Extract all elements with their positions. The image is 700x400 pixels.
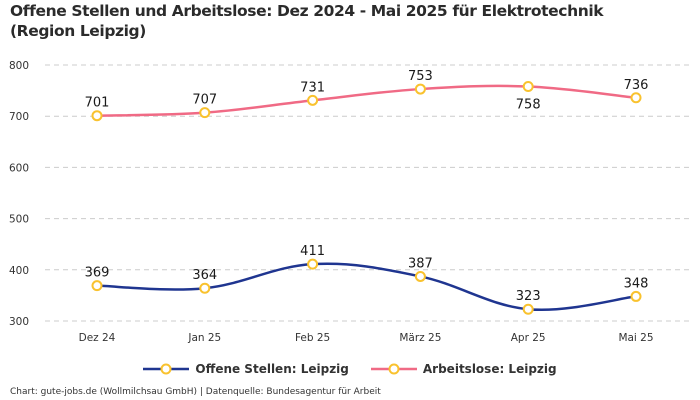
series-lines	[96, 84, 637, 312]
grid-lines	[45, 64, 692, 322]
y-tick-label: 600	[9, 162, 29, 174]
data-label: 753	[408, 69, 433, 84]
legend-item-arbeitslose[interactable]: Arbeitslose: Leipzig	[370, 362, 557, 376]
x-axis-ticks: Dez 24 Jan 25 Feb 25 März 25 Apr 25 Mai 25	[79, 332, 654, 344]
data-point-marker	[414, 83, 426, 95]
data-point-marker	[199, 282, 211, 294]
data-point-marker	[414, 270, 426, 282]
data-label: 323	[516, 289, 541, 304]
series-markers	[91, 81, 642, 315]
chart-title: Offene Stellen und Arbeitslose: Dez 2024…	[10, 2, 604, 40]
data-point-marker	[199, 107, 211, 119]
series-line	[96, 262, 637, 312]
source-footer: Chart: gute-jobs.de (Wollmilchsau GmbH) …	[10, 387, 381, 397]
legend-line-marker-icon	[143, 363, 190, 375]
data-point-marker	[522, 81, 534, 93]
data-label: 369	[85, 266, 110, 281]
data-label: 731	[300, 80, 325, 95]
x-tick-label: März 25	[399, 332, 441, 344]
data-label: 736	[624, 78, 649, 93]
y-tick-label: 500	[9, 214, 29, 226]
data-point-marker	[522, 303, 534, 315]
data-point-marker	[307, 258, 319, 270]
y-tick-label: 300	[9, 316, 29, 328]
y-axis-ticks: 300 400 500 600 700 800	[9, 60, 29, 328]
data-labels: 369 364 411 387 323 348 701 707 731 753 758 736	[85, 69, 649, 304]
data-point-marker	[91, 280, 103, 292]
x-tick-label: Jan 25	[187, 332, 221, 344]
data-label: 707	[192, 93, 217, 108]
legend-item-offene-stellen[interactable]: Offene Stellen: Leipzig	[143, 362, 349, 376]
x-tick-label: Dez 24	[79, 332, 116, 344]
y-tick-label: 400	[9, 265, 29, 277]
data-point-marker	[630, 92, 642, 104]
data-point-marker	[307, 94, 319, 106]
series-line	[96, 84, 637, 117]
y-tick-label: 800	[9, 60, 29, 72]
x-tick-label: Mai 25	[618, 332, 653, 344]
data-label: 758	[516, 98, 541, 113]
y-tick-label: 700	[9, 111, 29, 123]
legend: Offene Stellen: Leipzig Arbeitslose: Lei…	[0, 362, 700, 376]
legend-line-marker-icon	[370, 363, 417, 375]
data-label: 411	[300, 244, 325, 259]
legend-label: Offene Stellen: Leipzig	[195, 362, 349, 376]
data-label: 364	[192, 268, 217, 283]
data-label: 348	[624, 276, 649, 291]
data-label: 701	[85, 96, 110, 111]
data-point-marker	[630, 290, 642, 302]
legend-label: Arbeitslose: Leipzig	[422, 362, 557, 376]
data-point-marker	[91, 110, 103, 122]
x-tick-label: Apr 25	[511, 332, 546, 344]
x-tick-label: Feb 25	[295, 332, 330, 344]
data-label: 387	[408, 256, 433, 271]
